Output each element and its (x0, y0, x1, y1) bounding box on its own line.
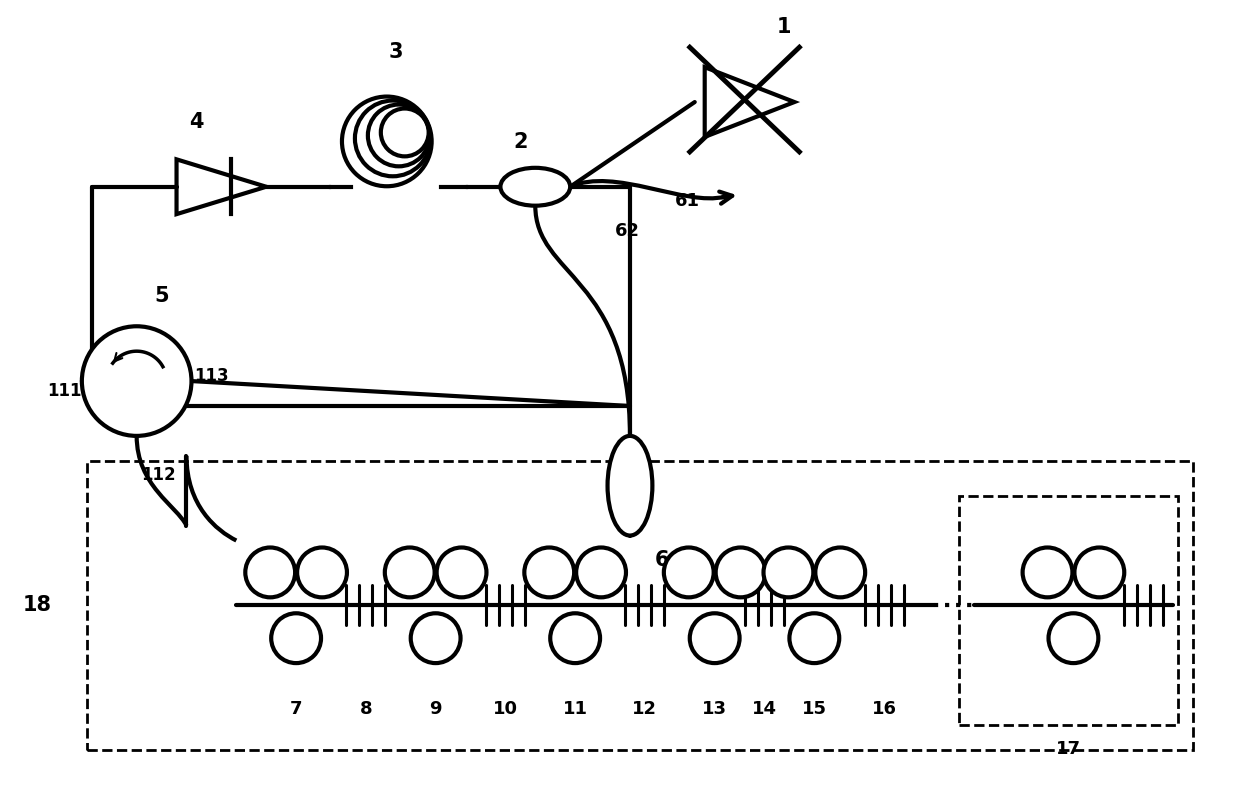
Text: 10: 10 (492, 700, 518, 718)
Ellipse shape (663, 547, 714, 597)
Text: 1: 1 (777, 17, 791, 37)
Text: 61: 61 (675, 192, 699, 210)
Ellipse shape (608, 436, 652, 535)
Polygon shape (704, 67, 795, 137)
Ellipse shape (1023, 547, 1073, 597)
Text: 15: 15 (802, 700, 827, 718)
Text: 13: 13 (702, 700, 727, 718)
Text: 12: 12 (632, 700, 657, 718)
Text: 5: 5 (154, 286, 169, 306)
Text: 14: 14 (751, 700, 777, 718)
Ellipse shape (298, 547, 347, 597)
Ellipse shape (1049, 613, 1099, 663)
Ellipse shape (551, 613, 600, 663)
Text: 6: 6 (655, 550, 670, 571)
Text: 18: 18 (22, 596, 52, 615)
Ellipse shape (410, 613, 460, 663)
Ellipse shape (525, 547, 574, 597)
Ellipse shape (384, 547, 435, 597)
Ellipse shape (1074, 547, 1125, 597)
Text: 9: 9 (429, 700, 441, 718)
Text: 4: 4 (190, 112, 203, 132)
Ellipse shape (790, 613, 839, 663)
Ellipse shape (501, 168, 570, 206)
Circle shape (82, 326, 191, 436)
Ellipse shape (246, 547, 295, 597)
Text: 3: 3 (388, 42, 403, 62)
Ellipse shape (715, 547, 765, 597)
Text: 11: 11 (563, 700, 588, 718)
Text: 113: 113 (195, 367, 229, 385)
Text: 16: 16 (872, 700, 897, 718)
Text: 112: 112 (141, 466, 176, 484)
Ellipse shape (764, 547, 813, 597)
Text: 17: 17 (1056, 740, 1081, 758)
Text: 7: 7 (290, 700, 303, 718)
Ellipse shape (272, 613, 321, 663)
Text: 62: 62 (615, 222, 640, 239)
Text: 111: 111 (47, 382, 82, 400)
Bar (959, 496, 1178, 725)
Ellipse shape (436, 547, 486, 597)
Bar (87, 461, 1193, 750)
Ellipse shape (689, 613, 739, 663)
Polygon shape (176, 160, 267, 214)
Text: 2: 2 (513, 132, 527, 152)
Text: 8: 8 (360, 700, 372, 718)
Ellipse shape (577, 547, 626, 597)
Ellipse shape (816, 547, 866, 597)
